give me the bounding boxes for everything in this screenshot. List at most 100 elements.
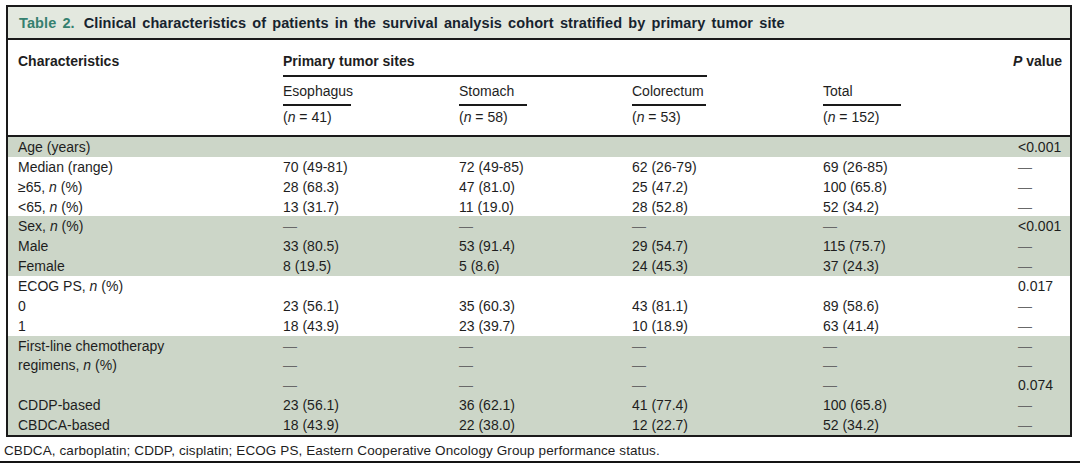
p-value-cell: — [1010, 398, 1070, 412]
table-row: regimens, n (%)————— [8, 355, 1070, 375]
data-cell: — [632, 219, 823, 233]
column-rule [283, 104, 351, 106]
p-value-cell: <0.001 [1010, 140, 1070, 154]
row-label: 0 [8, 299, 283, 313]
data-cell: 10 (18.9) [632, 319, 823, 333]
data-cell: 22 (38.0) [459, 418, 632, 432]
p-value-cell: — [1010, 299, 1070, 313]
data-cell: 36 (62.1) [459, 398, 632, 412]
table-footnote: CBDCA, carboplatin; CDDP, cisplatin; ECO… [4, 443, 660, 458]
data-cell: 52 (34.2) [823, 200, 1010, 214]
data-cell: — [632, 378, 823, 392]
row-label: ≥65, n (%) [8, 180, 283, 194]
data-cell: — [459, 358, 632, 372]
data-cell: 52 (34.2) [823, 418, 1010, 432]
column-rule [459, 104, 527, 106]
data-cell: — [632, 339, 823, 353]
p-value-header: P value [1013, 53, 1062, 69]
table-title: Clinical characteristics of patients in … [84, 15, 785, 31]
data-cell: 100 (65.8) [823, 180, 1010, 194]
row-label: CDDP-based [8, 398, 283, 412]
data-cell: — [632, 358, 823, 372]
row-label: 1 [8, 319, 283, 333]
p-value-cell: <0.001 [1010, 219, 1070, 233]
data-cell: — [823, 219, 1010, 233]
table-row: 118 (43.9)23 (39.7)10 (18.9)63 (41.4)— [8, 316, 1070, 336]
row-label: Male [8, 239, 283, 253]
data-cell: 115 (75.7) [823, 239, 1010, 253]
data-cell: 63 (41.4) [823, 319, 1010, 333]
table-2-box: Table 2. Clinical characteristics of pat… [6, 5, 1072, 437]
data-cell: — [283, 378, 459, 392]
column-header-colorectum: Colorectum [632, 83, 704, 99]
data-cell: — [459, 219, 632, 233]
primary-tumor-sites-header: Primary tumor sites [283, 53, 415, 69]
row-label: CBDCA-based [8, 418, 283, 432]
data-cell: 25 (47.2) [632, 180, 823, 194]
table-body: Age (years) <0.001 Median (range)70 (49-81… [8, 137, 1070, 435]
table-row: CDDP-based23 (56.1)36 (62.1)41 (77.4)100… [8, 395, 1070, 415]
data-cell: 13 (31.7) [283, 200, 459, 214]
p-value-cell: — [1010, 160, 1070, 174]
data-cell: 11 (19.0) [459, 200, 632, 214]
table-row: 023 (56.1)35 (60.3)43 (81.1)89 (58.6)— [8, 296, 1070, 316]
data-cell: — [823, 339, 1010, 353]
table-row: First-line chemotherapy————— [8, 336, 1070, 356]
p-value-cell: — [1010, 319, 1070, 333]
p-value-cell: — [1010, 418, 1070, 432]
data-cell: 62 (26-79) [632, 160, 823, 174]
column-rule [632, 104, 706, 106]
p-value-cell: — [1010, 180, 1070, 194]
data-cell: 8 (19.5) [283, 259, 459, 273]
data-cell: 28 (52.8) [632, 200, 823, 214]
bottom-rule [0, 461, 1080, 463]
row-label: First-line chemotherapy [8, 339, 283, 353]
data-cell: 53 (91.4) [459, 239, 632, 253]
data-cell: — [459, 378, 632, 392]
data-cell: — [283, 219, 459, 233]
table-row: Sex, n (%)————<0.001 [8, 216, 1070, 236]
data-cell: 69 (26-85) [823, 160, 1010, 174]
table-number: Table 2. [19, 15, 75, 31]
p-value-cell: — [1010, 358, 1070, 372]
data-cell: 89 (58.6) [823, 299, 1010, 313]
table-row: ————0.074 [8, 375, 1070, 395]
data-cell: 18 (43.9) [283, 319, 459, 333]
column-rule [823, 104, 901, 106]
table-title-bar: Table 2. Clinical characteristics of pat… [8, 7, 1070, 40]
column-header-esophagus: Esophagus [283, 83, 353, 99]
data-cell: — [823, 378, 1010, 392]
data-cell: — [283, 358, 459, 372]
column-header-stomach: Stomach [459, 83, 514, 99]
table-header: Characteristics Primary tumor sites P va… [8, 40, 1070, 137]
column-n-colorectum: (n = 53) [632, 109, 681, 125]
p-value-cell: — [1010, 239, 1070, 253]
data-cell: 43 (81.1) [632, 299, 823, 313]
p-value-cell: 0.017 [1010, 279, 1070, 293]
row-label: Median (range) [8, 160, 283, 174]
data-cell: 41 (77.4) [632, 398, 823, 412]
data-cell: 12 (22.7) [632, 418, 823, 432]
data-cell: 72 (49-85) [459, 160, 632, 174]
data-cell: — [283, 339, 459, 353]
data-cell: 5 (8.6) [459, 259, 632, 273]
table-row: Male33 (80.5)53 (91.4)29 (54.7)115 (75.7… [8, 236, 1070, 256]
table-row: Median (range)70 (49-81)72 (49-85)62 (26… [8, 157, 1070, 177]
data-cell: 23 (56.1) [283, 299, 459, 313]
data-cell: 37 (24.3) [823, 259, 1010, 273]
p-value-cell: — [1010, 259, 1070, 273]
p-value-cell: — [1010, 339, 1070, 353]
table-row: CBDCA-based18 (43.9)22 (38.0)12 (22.7)52… [8, 415, 1070, 435]
data-cell: 70 (49-81) [283, 160, 459, 174]
row-label: ECOG PS, n (%) [8, 279, 283, 293]
data-cell: 47 (81.0) [459, 180, 632, 194]
table-row: <65, n (%)13 (31.7)11 (19.0)28 (52.8)52 … [8, 197, 1070, 217]
p-value-cell: — [1010, 200, 1070, 214]
data-cell: 100 (65.8) [823, 398, 1010, 412]
row-label: Age (years) [8, 140, 283, 154]
table-row: Female8 (19.5)5 (8.6)24 (45.3)37 (24.3)— [8, 256, 1070, 276]
data-cell: 24 (45.3) [632, 259, 823, 273]
table-row: Age (years) <0.001 [8, 137, 1070, 157]
data-cell: 23 (39.7) [459, 319, 632, 333]
column-n-esophagus: (n = 41) [283, 109, 332, 125]
